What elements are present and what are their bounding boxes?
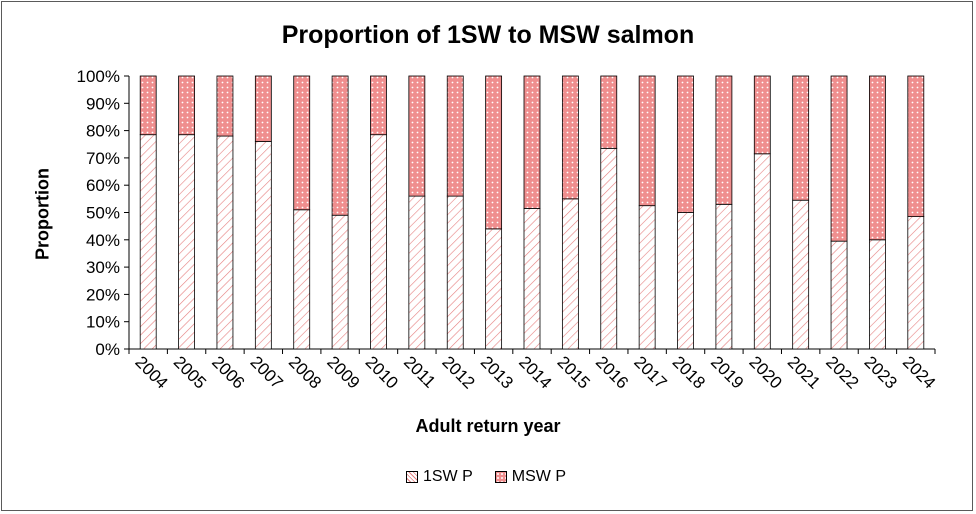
x-tick-label: 2013 xyxy=(477,352,517,392)
legend-label-msw: MSW P xyxy=(511,468,566,485)
bar-1sw xyxy=(370,134,387,350)
bar-msw xyxy=(907,75,925,217)
x-tick-label: 2023 xyxy=(861,352,901,392)
x-axis-label: Adult return year xyxy=(415,416,561,436)
x-tick-label: 2016 xyxy=(592,352,632,392)
y-tick-label: 20% xyxy=(86,285,120,304)
bar-msw xyxy=(561,75,579,200)
bar-1sw xyxy=(446,195,464,350)
bar-msw xyxy=(139,75,157,136)
x-tick-label: 2007 xyxy=(247,352,287,392)
y-tick-label: 90% xyxy=(86,94,120,113)
bar-msw xyxy=(600,75,618,149)
bar-1sw xyxy=(715,203,733,350)
bar-1sw xyxy=(677,212,694,350)
x-tick-label: 2014 xyxy=(515,352,555,392)
y-tick-label: 50% xyxy=(86,204,120,223)
x-tick-label: 2021 xyxy=(784,352,824,392)
legend-swatch-1sw xyxy=(405,471,418,483)
bar-msw xyxy=(869,75,886,241)
bar-1sw xyxy=(869,239,886,350)
x-tick-label: 2020 xyxy=(745,352,785,392)
bar-msw xyxy=(523,75,541,209)
x-tick-label: 2024 xyxy=(899,352,939,392)
bar-1sw xyxy=(561,198,579,350)
x-tick-label: 2010 xyxy=(362,352,402,392)
y-tick-label: 10% xyxy=(86,313,120,332)
bar-msw xyxy=(254,75,272,142)
bar-msw xyxy=(677,75,694,213)
y-tick-label: 40% xyxy=(86,231,120,250)
bar-1sw xyxy=(254,141,272,350)
x-tick-label: 2006 xyxy=(208,352,248,392)
legend-item-1sw: 1SW P xyxy=(405,468,473,486)
x-tick-label: 2018 xyxy=(669,352,709,392)
bar-1sw xyxy=(792,199,810,350)
bar-msw xyxy=(178,75,195,136)
bar-msw xyxy=(753,75,771,155)
legend-item-msw: MSW P xyxy=(494,468,566,486)
bar-1sw xyxy=(600,147,618,350)
bar-1sw xyxy=(216,135,234,350)
bar-msw xyxy=(715,75,733,205)
x-tick-label: 2008 xyxy=(285,352,325,392)
y-tick-label: 60% xyxy=(86,176,120,195)
y-tick-label: 80% xyxy=(86,122,120,141)
bar-msw xyxy=(446,75,464,197)
chart-title: Proportion of 1SW to MSW salmon xyxy=(281,21,695,49)
bar-msw xyxy=(370,75,387,136)
bar-msw xyxy=(792,75,810,201)
x-tick-label: 2011 xyxy=(400,352,439,391)
legend-label-1sw: 1SW P xyxy=(422,468,473,485)
x-tick-label: 2019 xyxy=(707,352,747,392)
y-tick-label: 30% xyxy=(86,258,120,277)
y-tick-label: 70% xyxy=(86,149,120,168)
y-tick-label: 100% xyxy=(77,67,120,86)
bar-1sw xyxy=(408,195,426,350)
bar-1sw xyxy=(178,134,195,350)
x-tick-label: 2005 xyxy=(170,352,210,392)
bar-msw xyxy=(485,75,503,230)
bar-1sw xyxy=(139,134,157,350)
x-tick-label: 2012 xyxy=(438,352,478,392)
legend-swatch-msw xyxy=(494,471,507,483)
bar-msw xyxy=(331,75,349,216)
bar-msw xyxy=(216,75,234,137)
bar-1sw xyxy=(830,240,848,350)
legend: 1SW P MSW P xyxy=(0,468,972,486)
x-tick-label: 2017 xyxy=(630,352,670,392)
bar-1sw xyxy=(293,209,311,350)
bar-1sw xyxy=(638,205,656,350)
x-tick-label: 2009 xyxy=(323,352,363,392)
bar-1sw xyxy=(331,214,349,350)
bar-1sw xyxy=(753,153,771,350)
y-tick-label: 0% xyxy=(95,340,120,359)
bar-1sw xyxy=(523,208,541,350)
bar-1sw xyxy=(485,228,503,350)
bar-msw xyxy=(638,75,656,207)
x-tick-label: 2015 xyxy=(554,352,594,392)
bar-1sw xyxy=(907,216,925,350)
x-tick-label: 2004 xyxy=(131,352,171,392)
bar-msw xyxy=(293,75,311,211)
bar-msw xyxy=(408,75,426,197)
x-tick-label: 2022 xyxy=(822,352,862,392)
bar-msw xyxy=(830,75,848,242)
